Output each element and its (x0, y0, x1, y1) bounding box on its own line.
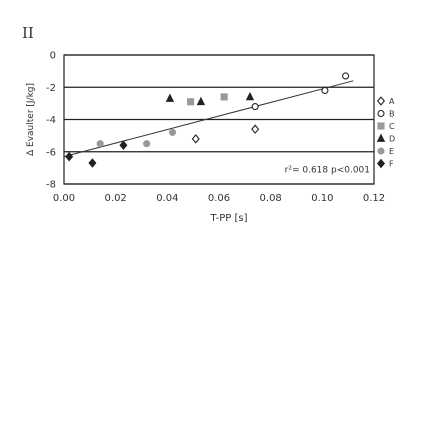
data-point-d (245, 91, 255, 101)
y-tick-label: -4 (46, 115, 56, 126)
legend-marker-f (376, 158, 386, 169)
data-point-e (96, 140, 104, 148)
y-tick-label: -6 (46, 147, 56, 158)
y-tick-label: -8 (46, 180, 56, 191)
data-point-f (119, 140, 128, 151)
legend-marker-c (377, 122, 385, 130)
data-point-f (65, 151, 74, 162)
data-point-b (342, 72, 350, 80)
legend-label: D (389, 135, 395, 144)
data-point-d (196, 96, 206, 106)
trendline (63, 80, 354, 158)
data-point-c (220, 93, 228, 101)
x-tick-labels: 0.00 0.02 0.04 0.06 0.08 0.10 0.12 (53, 193, 385, 204)
data-point-a (251, 124, 260, 134)
legend-label: A (389, 97, 395, 106)
data-point-b (321, 86, 329, 95)
y-tick-label: 0 (50, 51, 56, 62)
data-point-a (191, 134, 200, 144)
legend-marker-d (376, 133, 386, 142)
legend-label: C (389, 122, 395, 131)
x-tick-label: 0.02 (105, 193, 127, 204)
data-point-e (143, 140, 151, 148)
x-tick-label: 0.08 (260, 193, 282, 204)
stat-annotation: r²= 0.618 p<0.001 (285, 165, 370, 175)
legend-marker-e (377, 147, 385, 155)
x-tick-label: 0.00 (53, 193, 75, 204)
x-tick-label: 0.04 (156, 193, 178, 204)
y-axis-label: Δ Evaulter [J/kg] (26, 83, 36, 156)
y-tick-labels: 0 -2 -4 -6 -8 (46, 51, 56, 191)
legend-label: F (389, 160, 394, 169)
data-point-c (187, 98, 195, 106)
legend-label: B (389, 110, 395, 119)
legend-marker-a (376, 96, 386, 106)
data-point-b (251, 103, 259, 111)
x-axis-label: T-PP [s] (209, 213, 247, 224)
legend-label: E (389, 147, 394, 156)
data-point-e (168, 128, 177, 136)
plot-frame (63, 54, 375, 185)
y-tick-label: -2 (46, 83, 56, 94)
panel-label: II (22, 24, 34, 42)
x-tick-label: 0.12 (363, 193, 385, 204)
data-points (65, 72, 350, 168)
data-point-d (165, 93, 175, 102)
x-tick-label: 0.10 (311, 193, 333, 204)
legend-marker-b (377, 109, 385, 118)
data-point-f (88, 158, 97, 168)
x-tick-label: 0.06 (208, 193, 230, 204)
